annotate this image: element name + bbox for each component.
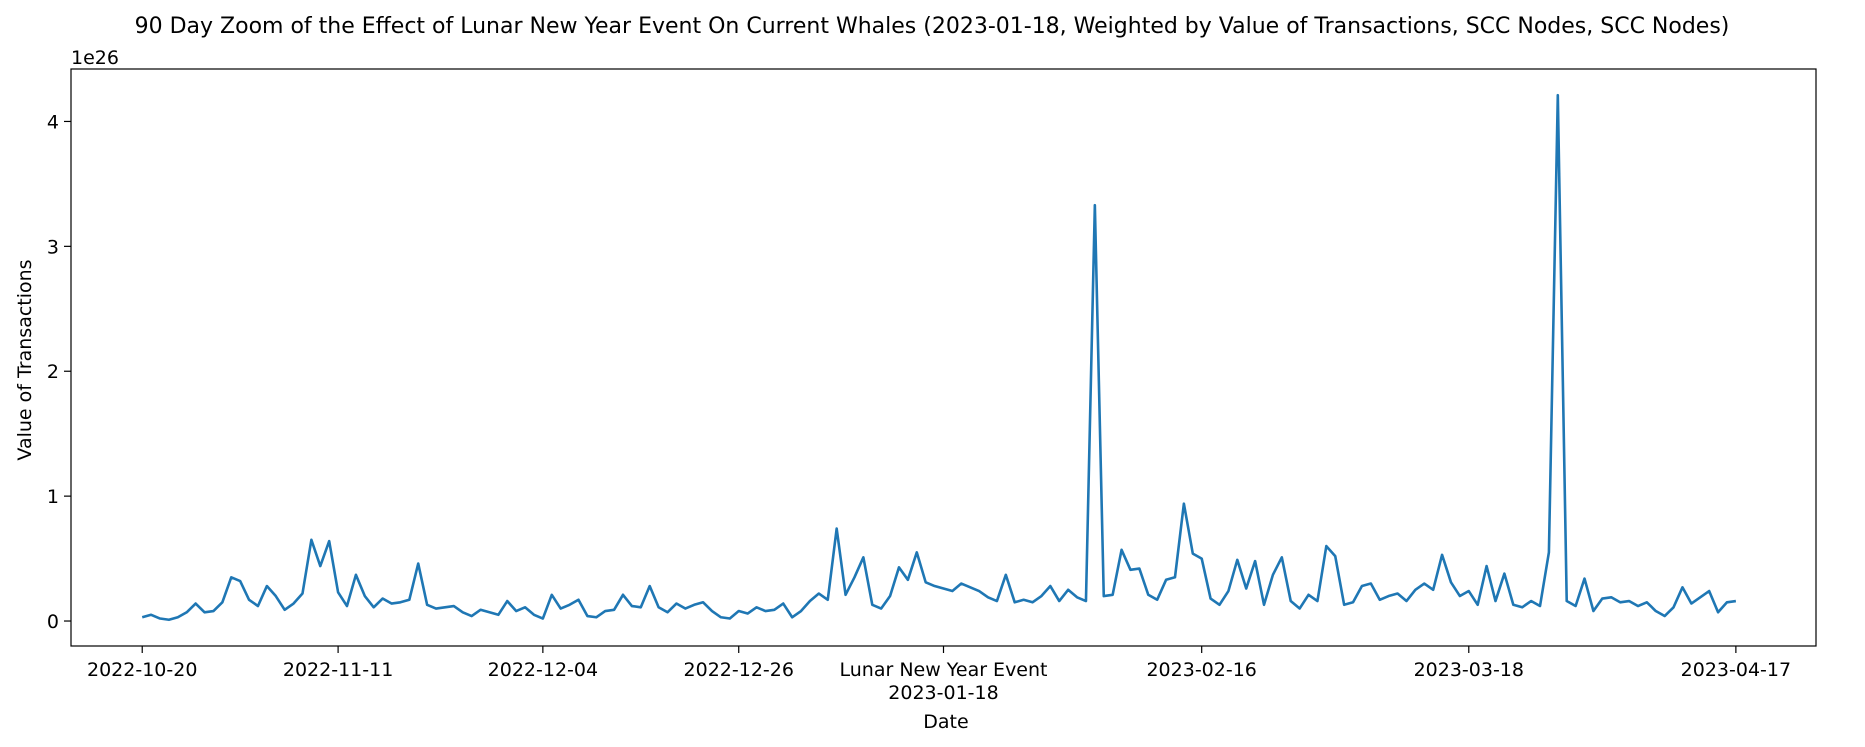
x-tick-label-0: 2022-10-20	[87, 659, 197, 681]
y-tick-label-3: 3	[47, 236, 59, 258]
series-line-0	[141, 93, 1737, 622]
y-axis-label: Value of Transactions	[14, 259, 36, 460]
x-tick-label-2: 2022-12-04	[488, 659, 598, 681]
y-tick-label-4: 4	[47, 111, 59, 133]
plot-area: 2022-10-20 2022-11-11 2022-12-04 2022-12-26…	[47, 68, 1817, 704]
x-tick-label-4: Lunar New Year Event	[839, 659, 1047, 681]
x-tick-label-1: 2022-11-11	[283, 659, 393, 681]
x-tick-label-7: 2023-04-17	[1681, 659, 1791, 681]
y-tick-label-2: 2	[47, 361, 59, 383]
x-axis-label: Date	[923, 711, 968, 733]
x-tick-label-4-line2: 2023-01-18	[888, 682, 998, 704]
x-tick-label-3: 2022-12-26	[684, 659, 794, 681]
y-tick-label-1: 1	[47, 486, 59, 508]
y-offset-label: 1e26	[71, 47, 119, 69]
x-tick-label-6: 2023-03-18	[1414, 659, 1524, 681]
y-tick-label-0: 0	[47, 611, 59, 633]
chart-title: 90 Day Zoom of the Effect of Lunar New Y…	[135, 14, 1730, 39]
x-tick-label-5: 2023-02-16	[1146, 659, 1256, 681]
